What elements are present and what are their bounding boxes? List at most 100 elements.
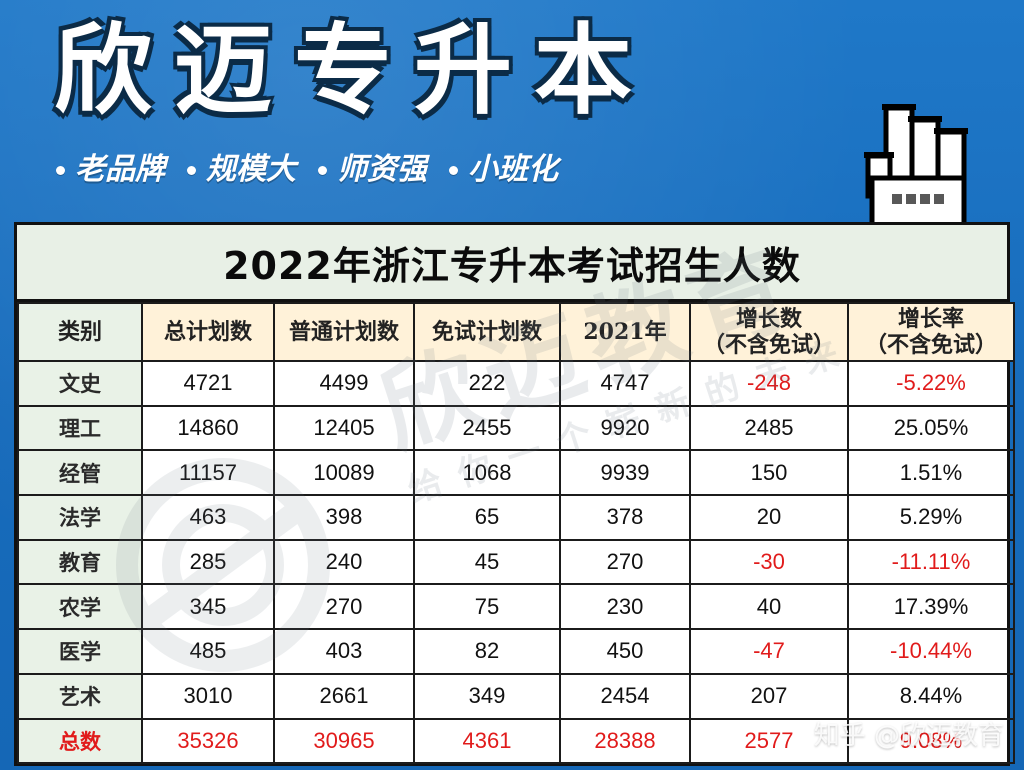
enrollment-table-card: 2022年浙江专升本考试招生人数 类别 总计划数 普通计划数 免试计划数 202… xyxy=(14,222,1015,766)
cell-rate: 17.39% xyxy=(847,583,1015,631)
cell-exempt: 4361 xyxy=(413,717,561,765)
cell-rate: -10.44% xyxy=(847,628,1015,675)
table-row: 法学 463 398 65 378 20 5.29% xyxy=(17,494,1015,541)
table-body: 文史 4721 4499 222 4747 -248 -5.22% 理工 148… xyxy=(17,360,1015,765)
brand-title: 欣迈专升本 xyxy=(54,14,655,128)
bullet-dot-icon xyxy=(449,165,458,175)
cell-total: 14860 xyxy=(141,404,275,452)
cell-normal: 398 xyxy=(273,494,415,541)
cell-type: 经管 xyxy=(17,449,143,497)
cell-rate: 9.08% xyxy=(847,717,1015,765)
cell-total: 35326 xyxy=(141,717,275,765)
tagline-item: 老品牌 xyxy=(56,155,165,185)
cell-exempt: 2455 xyxy=(413,404,561,452)
bullet-dot-icon xyxy=(56,165,65,175)
cell-rate: 25.05% xyxy=(847,404,1015,452)
cell-type: 文史 xyxy=(17,360,143,407)
cell-total: 463 xyxy=(141,494,275,541)
cell-type: 总数 xyxy=(17,717,143,765)
tagline-text: 老品牌 xyxy=(75,152,165,187)
header-growth-rate-note: （不含免试） xyxy=(864,332,997,358)
cell-normal: 10089 xyxy=(273,449,415,497)
cell-2021: 270 xyxy=(559,538,691,586)
cell-normal: 2661 xyxy=(273,672,415,720)
cell-exempt: 45 xyxy=(413,538,561,586)
table-title: 2022年浙江专升本考试招生人数 xyxy=(17,225,1007,302)
header-normal-plan: 普通计划数 xyxy=(273,302,415,362)
cell-2021: 9920 xyxy=(559,404,691,452)
tagline-item: 师资强 xyxy=(318,155,427,185)
cell-growth: 2485 xyxy=(689,404,849,452)
cell-total: 485 xyxy=(141,628,275,675)
cell-growth: -47 xyxy=(689,628,849,675)
table-row: 经管 11157 10089 1068 9939 150 1.51% xyxy=(17,449,1015,497)
cell-exempt: 349 xyxy=(413,672,561,720)
cell-total: 11157 xyxy=(141,449,275,497)
cell-total: 4721 xyxy=(141,360,275,407)
header-growth-number-note: （不含免试） xyxy=(702,332,835,358)
cell-normal: 403 xyxy=(273,628,415,675)
enrollment-table: 类别 总计划数 普通计划数 免试计划数 2021年 增长数 （不含免试） 增长率… xyxy=(17,302,1015,765)
cell-rate: -5.22% xyxy=(847,360,1015,407)
header-growth-number-label: 增长数 xyxy=(735,305,802,332)
cell-exempt: 75 xyxy=(413,583,561,631)
tagline-text: 师资强 xyxy=(337,152,427,187)
table-header: 类别 总计划数 普通计划数 免试计划数 2021年 增长数 （不含免试） 增长率… xyxy=(17,302,1015,362)
cell-total: 345 xyxy=(141,583,275,631)
cell-growth: 20 xyxy=(689,494,849,541)
header-total-plan: 总计划数 xyxy=(141,302,275,362)
cell-exempt: 82 xyxy=(413,628,561,675)
cell-growth: 2577 xyxy=(689,717,849,765)
table-row: 医学 485 403 82 450 -47 -10.44% xyxy=(17,628,1015,675)
cell-type: 教育 xyxy=(17,538,143,586)
table-row: 理工 14860 12405 2455 9920 2485 25.05% xyxy=(17,404,1015,452)
tagline-item: 小班化 xyxy=(449,155,558,185)
cell-normal: 30965 xyxy=(273,717,415,765)
tagline-item: 规模大 xyxy=(187,155,296,185)
header-exempt-plan: 免试计划数 xyxy=(413,302,561,362)
cell-total: 3010 xyxy=(141,672,275,720)
cell-exempt: 65 xyxy=(413,494,561,541)
cell-normal: 270 xyxy=(273,583,415,631)
header-year-2021: 2021年 xyxy=(559,302,691,362)
pixel-hand-pointer-icon xyxy=(864,104,968,260)
cell-2021: 450 xyxy=(559,628,691,675)
cell-rate: 5.29% xyxy=(847,494,1015,541)
table-row: 文史 4721 4499 222 4747 -248 -5.22% xyxy=(17,360,1015,407)
table-header-row: 类别 总计划数 普通计划数 免试计划数 2021年 增长数 （不含免试） 增长率… xyxy=(17,302,1015,362)
table-row: 农学 345 270 75 230 40 17.39% xyxy=(17,583,1015,631)
cell-2021: 28388 xyxy=(559,717,691,765)
cell-type: 艺术 xyxy=(17,672,143,720)
cell-type: 农学 xyxy=(17,583,143,631)
cell-growth: -248 xyxy=(689,360,849,407)
cell-2021: 378 xyxy=(559,494,691,541)
bullet-dot-icon xyxy=(318,165,327,175)
cell-type: 医学 xyxy=(17,628,143,675)
cell-2021: 2454 xyxy=(559,672,691,720)
cell-rate: 1.51% xyxy=(847,449,1015,497)
cell-rate: 8.44% xyxy=(847,672,1015,720)
cell-normal: 12405 xyxy=(273,404,415,452)
tagline-text: 规模大 xyxy=(206,152,296,187)
table-row: 艺术 3010 2661 349 2454 207 8.44% xyxy=(17,672,1015,720)
header-growth-rate-label: 增长率 xyxy=(897,305,964,332)
cell-exempt: 1068 xyxy=(413,449,561,497)
cell-growth: 40 xyxy=(689,583,849,631)
cell-growth: -30 xyxy=(689,538,849,586)
cell-type: 理工 xyxy=(17,404,143,452)
header-growth-number: 增长数 （不含免试） xyxy=(689,302,849,362)
cell-normal: 240 xyxy=(273,538,415,586)
cell-exempt: 222 xyxy=(413,360,561,407)
cell-2021: 9939 xyxy=(559,449,691,497)
brand-taglines: 老品牌 规模大 师资强 小班化 xyxy=(56,155,558,185)
cell-2021: 4747 xyxy=(559,360,691,407)
cell-total: 285 xyxy=(141,538,275,586)
header-type: 类别 xyxy=(17,302,143,362)
cell-normal: 4499 xyxy=(273,360,415,407)
cell-2021: 230 xyxy=(559,583,691,631)
tagline-text: 小班化 xyxy=(468,152,558,187)
cell-type: 法学 xyxy=(17,494,143,541)
credit-watermark: 知乎 @欣迈教育 xyxy=(813,721,1004,751)
cell-rate: -11.11% xyxy=(847,538,1015,586)
table-row-total: 总数 35326 30965 4361 28388 2577 9.08% xyxy=(17,717,1015,765)
